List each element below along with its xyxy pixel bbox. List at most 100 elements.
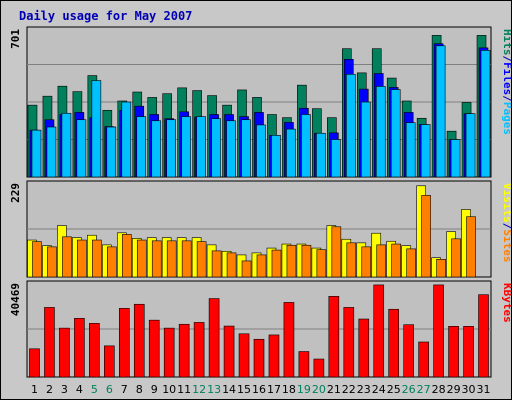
chart-panel-visits_sites: 229 Visits/Sites: [9, 180, 511, 278]
bar-sites-day-14: [226, 252, 237, 278]
x-tick-label: 31: [477, 383, 491, 396]
legend-hits_files_pages: Hits/Files/Pages: [501, 29, 511, 135]
x-tick-label: 29: [447, 383, 461, 396]
bar-sites-day-27: [421, 195, 431, 278]
legend-entry: /: [501, 95, 511, 102]
y-max-label: 701: [9, 29, 22, 49]
legend-entry: /: [501, 223, 511, 230]
bar-pages-day-31: [480, 50, 491, 178]
bar-pages-day-23: [360, 101, 371, 178]
bar-kbytes-day-28: [433, 284, 444, 378]
bar-sites-day-9: [151, 240, 162, 278]
x-tick-label: 15: [237, 383, 251, 396]
bar-kbytes-day-12: [193, 322, 205, 378]
bar-sites-day-13: [211, 250, 222, 278]
bar-sites-day-16: [256, 254, 267, 278]
x-tick-label: 18: [282, 383, 296, 396]
x-tick-label: 28: [432, 383, 446, 396]
bar-sites-day-20: [316, 249, 327, 278]
bar-sites-day-25: [391, 243, 402, 278]
bar-sites-day-15: [241, 260, 252, 278]
bar-sites-day-23: [361, 246, 372, 278]
bar-kbytes-day-17: [268, 334, 280, 378]
bar-sites-day-8: [136, 239, 147, 278]
bar-kbytes-day-30: [463, 326, 474, 378]
bar-pages-day-17: [271, 135, 281, 178]
legend-visits_sites: Visits/Sites: [501, 183, 511, 263]
bar-sites-day-10: [166, 240, 177, 278]
bar-pages-day-14: [226, 120, 236, 178]
x-tick-label: 3: [61, 383, 68, 396]
chart-panel-hits_files_pages: 701 Hits/Files/Pages: [9, 26, 511, 178]
bar-sites-day-18: [286, 244, 297, 278]
x-tick-label: 21: [327, 383, 341, 396]
bar-kbytes-day-21: [328, 295, 340, 378]
bar-pages-day-28: [435, 45, 446, 178]
bar-pages-day-7: [121, 101, 132, 178]
bar-pages-day-29: [450, 139, 461, 178]
bar-pages-day-24: [375, 86, 386, 178]
x-tick-label: 24: [372, 383, 386, 396]
bar-kbytes-day-4: [74, 318, 85, 378]
bar-sites-day-6: [107, 246, 117, 278]
bar-pages-day-8: [136, 116, 147, 178]
x-tick-label: 1: [31, 383, 38, 396]
bar-sites-day-1: [32, 241, 42, 278]
bar-sites-day-7: [121, 234, 132, 278]
chart-panel-kbytes: 40469 KBytes: [9, 280, 511, 378]
bar-pages-day-2: [46, 126, 57, 178]
bar-sites-day-29: [451, 238, 461, 278]
bar-pages-day-13: [211, 118, 221, 178]
bar-pages-day-26: [405, 122, 416, 178]
bar-kbytes-day-14: [223, 325, 235, 378]
bar-kbytes-day-27: [418, 341, 429, 378]
bar-kbytes-day-2: [44, 307, 55, 378]
x-tick-label: 26: [402, 383, 416, 396]
bar-kbytes-day-31: [478, 294, 489, 378]
bar-kbytes-day-20: [313, 358, 325, 378]
legend-entry: Sites: [501, 229, 511, 262]
x-tick-label: 17: [267, 383, 281, 396]
x-tick-label: 10: [162, 383, 176, 396]
bar-kbytes-day-10: [163, 327, 175, 378]
x-tick-label: 14: [222, 383, 236, 396]
bar-pages-day-4: [76, 119, 87, 178]
legend-entry: KBytes: [501, 283, 511, 323]
x-tick-label: 27: [417, 383, 431, 396]
bar-kbytes-day-25: [388, 308, 400, 378]
legend-entry: Pages: [501, 102, 511, 135]
bar-kbytes-day-8: [133, 303, 145, 378]
bar-kbytes-day-5: [89, 323, 100, 378]
bar-kbytes-day-29: [448, 326, 459, 378]
bar-pages-day-22: [346, 74, 356, 178]
bar-kbytes-day-7: [118, 308, 130, 378]
bar-sites-day-2: [47, 246, 57, 278]
bar-kbytes-day-23: [358, 318, 370, 378]
bar-sites-day-3: [62, 236, 72, 278]
bar-sites-day-4: [77, 239, 87, 278]
bar-kbytes-day-9: [148, 319, 160, 378]
bar-pages-day-5: [91, 80, 102, 178]
bar-sites-day-30: [466, 216, 476, 278]
bar-pages-day-19: [301, 114, 311, 178]
bar-pages-day-11: [181, 116, 191, 178]
bar-pages-day-10: [166, 119, 176, 178]
x-tick-label: 8: [136, 383, 143, 396]
bar-kbytes-day-15: [238, 333, 250, 378]
x-tick-label: 12: [192, 383, 206, 396]
y-max-label: 40469: [9, 283, 22, 316]
bar-sites-day-28: [436, 259, 446, 278]
bar-sites-day-11: [181, 240, 192, 278]
x-tick-label: 13: [207, 383, 221, 396]
x-tick-label: 20: [312, 383, 326, 396]
bar-sites-day-22: [346, 242, 357, 278]
bar-kbytes-day-1: [29, 348, 40, 378]
bar-pages-day-20: [316, 132, 326, 178]
bar-kbytes-day-22: [343, 307, 355, 378]
x-tick-label: 22: [342, 383, 356, 396]
bar-kbytes-day-6: [104, 345, 115, 378]
legend-kbytes: KBytes: [501, 283, 511, 323]
bar-sites-day-12: [196, 241, 207, 278]
bar-pages-day-21: [331, 139, 341, 178]
